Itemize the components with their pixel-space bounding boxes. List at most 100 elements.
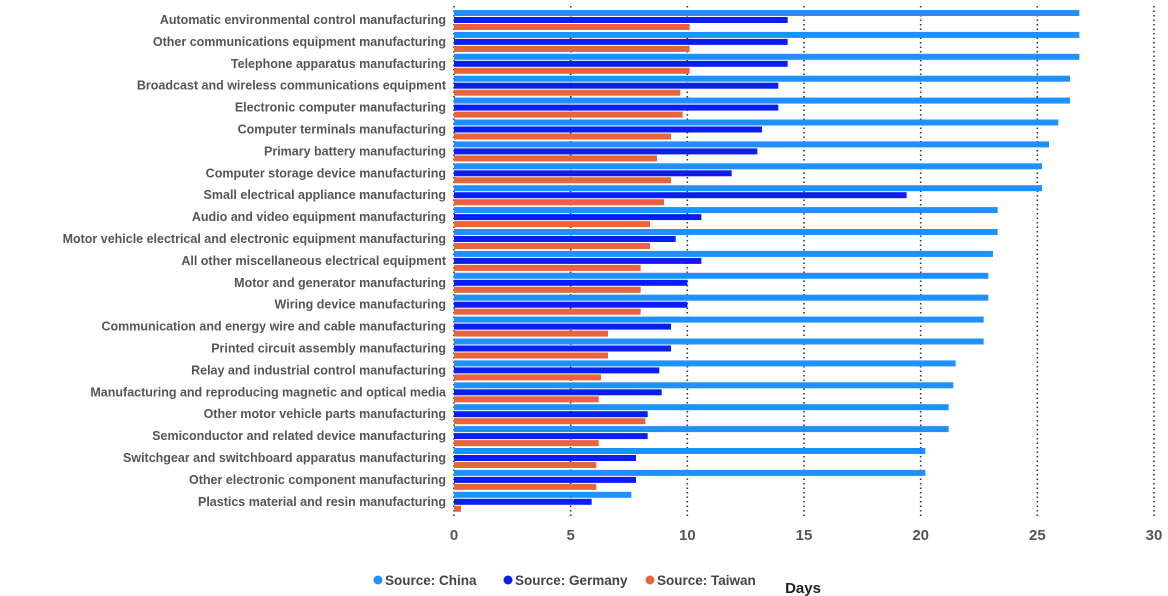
bar-source-china-16	[454, 360, 956, 367]
x-tick-label: 15	[796, 527, 813, 544]
bar-source-taiwan-22	[454, 505, 461, 512]
bar-source-taiwan-19	[454, 440, 599, 447]
bar-source-china-4	[454, 97, 1070, 104]
legend-label-2: Source: Taiwan	[657, 573, 756, 588]
bar-source-taiwan-6	[454, 155, 657, 162]
category-label: Computer terminals manufacturing	[238, 123, 446, 137]
legend-marker-0	[373, 575, 383, 585]
bar-source-germany-10	[454, 236, 676, 242]
bar-source-germany-0	[454, 17, 788, 23]
bar-source-taiwan-18	[454, 418, 646, 425]
bar-source-china-12	[454, 272, 989, 279]
bar-source-germany-17	[454, 389, 662, 396]
category-label: Wiring device manufacturing	[275, 298, 446, 312]
legend-label-0: Source: China	[385, 573, 477, 588]
legend-marker-1	[503, 575, 513, 585]
bar-source-germany-6	[454, 148, 758, 155]
bar-source-china-17	[454, 382, 954, 389]
x-tick-label: 20	[912, 527, 929, 544]
x-tick-label: 30	[1146, 527, 1163, 544]
bar-source-germany-8	[454, 192, 907, 199]
bar-source-taiwan-21	[454, 483, 597, 490]
category-label: Printed circuit assembly manufacturing	[211, 342, 446, 356]
bar-source-china-15	[454, 338, 984, 345]
bar-source-taiwan-14	[454, 330, 608, 337]
bar-source-germany-16	[454, 367, 660, 374]
bar-source-germany-11	[454, 257, 702, 264]
bar-source-china-20	[454, 448, 926, 454]
bar-source-germany-9	[454, 214, 702, 221]
bar-source-germany-21	[454, 476, 636, 483]
bar-source-germany-4	[454, 104, 779, 111]
bar-source-taiwan-10	[454, 243, 650, 249]
bar-source-china-22	[454, 491, 632, 498]
x-tick-label: 10	[679, 527, 696, 544]
bar-source-germany-18	[454, 411, 648, 418]
bars	[454, 10, 1080, 512]
bar-source-china-8	[454, 185, 1042, 192]
category-label: All other miscellaneous electrical equip…	[181, 254, 447, 268]
bar-source-taiwan-12	[454, 286, 641, 293]
bar-source-china-2	[454, 53, 1080, 60]
category-label: Automatic environmental control manufact…	[160, 13, 446, 27]
bar-source-taiwan-0	[454, 24, 690, 30]
bar-source-taiwan-3	[454, 89, 681, 96]
bar-source-germany-3	[454, 82, 779, 89]
category-label: Motor and generator manufacturing	[234, 276, 446, 290]
category-label: Motor vehicle electrical and electronic …	[63, 232, 446, 246]
bar-source-taiwan-4	[454, 111, 683, 118]
bar-source-germany-2	[454, 60, 788, 67]
category-label: Other motor vehicle parts manufacturing	[204, 407, 446, 421]
bar-source-china-9	[454, 207, 998, 214]
bar-source-china-11	[454, 250, 993, 257]
bar-source-china-0	[454, 10, 1080, 16]
bar-source-taiwan-9	[454, 221, 650, 228]
bar-source-germany-14	[454, 323, 671, 330]
bar-source-germany-22	[454, 498, 592, 505]
bar-source-taiwan-11	[454, 264, 641, 271]
category-label: Switchgear and switchboard apparatus man…	[123, 451, 446, 465]
bar-source-china-21	[454, 469, 926, 476]
bar-source-germany-5	[454, 126, 762, 133]
x-axis-title: Days	[785, 580, 821, 596]
bar-source-taiwan-1	[454, 45, 690, 52]
x-tick-label: 5	[566, 527, 574, 544]
legend: Source: China Source: Germany Source: Taiw…	[373, 573, 756, 588]
bar-source-china-18	[454, 404, 949, 411]
category-label: Communication and energy wire and cable …	[101, 320, 446, 334]
bar-source-taiwan-7	[454, 177, 671, 184]
bar-source-taiwan-2	[454, 67, 690, 74]
category-label: Small electrical appliance manufacturing	[204, 188, 446, 202]
bar-source-china-3	[454, 75, 1070, 82]
legend-label-1: Source: Germany	[515, 573, 628, 588]
bar-source-china-7	[454, 163, 1042, 170]
category-label: Electronic computer manufacturing	[235, 101, 446, 115]
bar-source-germany-20	[454, 455, 636, 461]
bar-source-germany-7	[454, 170, 732, 177]
bar-source-china-14	[454, 316, 984, 323]
bar-source-germany-12	[454, 279, 688, 286]
legend-marker-2	[645, 575, 655, 585]
category-label: Manufacturing and reproducing magnetic a…	[90, 385, 447, 399]
bar-source-taiwan-5	[454, 133, 671, 140]
x-axis-ticks: 0 5 10 15 20 25 30	[450, 527, 1163, 544]
x-tick-label: 25	[1029, 527, 1046, 544]
bar-source-taiwan-15	[454, 352, 608, 359]
category-label: Other electronic component manufacturing	[189, 473, 446, 487]
x-tick-label: 0	[450, 527, 458, 544]
category-label: Relay and industrial control manufacturi…	[191, 363, 446, 377]
category-label: Audio and video equipment manufacturing	[192, 210, 446, 224]
category-label: Primary battery manufacturing	[264, 144, 446, 158]
bar-source-germany-13	[454, 301, 688, 308]
category-label: Other communications equipment manufactu…	[153, 35, 446, 49]
bar-source-china-5	[454, 119, 1059, 126]
category-label: Computer storage device manufacturing	[206, 166, 446, 180]
category-label: Broadcast and wireless communications eq…	[137, 79, 447, 93]
bar-source-germany-1	[454, 38, 788, 45]
bar-source-taiwan-8	[454, 199, 664, 206]
bar-source-china-13	[454, 294, 989, 301]
bar-source-taiwan-16	[454, 374, 601, 381]
bar-source-china-1	[454, 31, 1080, 38]
